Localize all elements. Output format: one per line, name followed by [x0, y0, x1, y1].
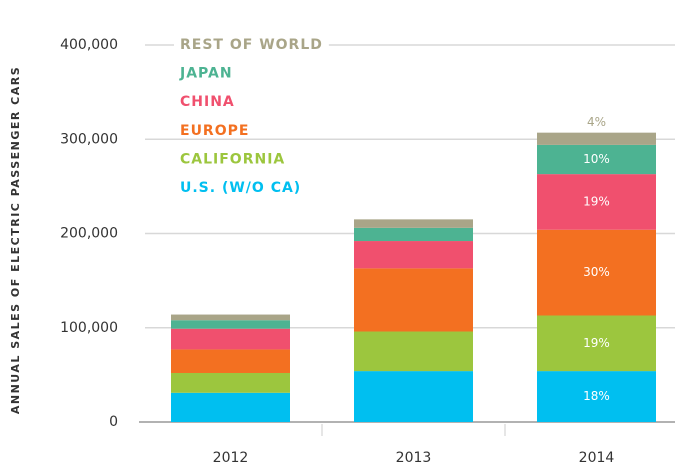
- legend-label: CHINA: [180, 94, 235, 110]
- x-tick-label: 2013: [396, 450, 432, 466]
- bar-segment: [171, 392, 290, 422]
- y-tick-label: 400,000: [60, 37, 118, 53]
- bar-segment: [354, 219, 473, 228]
- x-tick-label: 2012: [213, 450, 249, 466]
- value-label: 4%: [587, 115, 606, 129]
- y-tick-label: 200,000: [60, 226, 118, 242]
- bar-segment: [537, 144, 656, 175]
- bar-segment: [354, 227, 473, 242]
- legend-label: U.S. (W/O CA): [180, 180, 301, 196]
- y-tick-label: 100,000: [60, 320, 118, 336]
- legend-label: JAPAN: [179, 66, 233, 82]
- bar-segment: [171, 314, 290, 321]
- y-tick-label: 300,000: [60, 131, 118, 147]
- bar-segment: [171, 328, 290, 350]
- y-axis-label: ANNUAL SALES OF ELECTRIC PASSENGER CARS: [9, 66, 22, 414]
- legend-label: REST OF WORLD: [180, 37, 323, 53]
- bar-segment: [537, 315, 656, 372]
- y-tick-label: 0: [109, 414, 118, 430]
- bar-segment: [171, 372, 290, 393]
- bar-segment: [537, 229, 656, 316]
- legend-label: EUROPE: [180, 123, 249, 139]
- value-label: 19%: [583, 336, 610, 350]
- value-label: 19%: [583, 194, 610, 208]
- bar-segment: [537, 132, 656, 145]
- x-tick-label: 2014: [579, 450, 615, 466]
- bar-segment: [354, 371, 473, 422]
- value-label: 18%: [583, 389, 610, 403]
- bar-segment: [537, 371, 656, 422]
- legend-background: [174, 37, 329, 53]
- bar-segment: [354, 331, 473, 372]
- bar-segment: [537, 174, 656, 230]
- bar-segment: [354, 268, 473, 332]
- value-label: 10%: [583, 152, 610, 166]
- value-label: 30%: [583, 265, 610, 279]
- bar-segment: [354, 241, 473, 269]
- bar-segment: [171, 320, 290, 329]
- legend-label: CALIFORNIA: [180, 151, 285, 167]
- bar-segment: [171, 349, 290, 373]
